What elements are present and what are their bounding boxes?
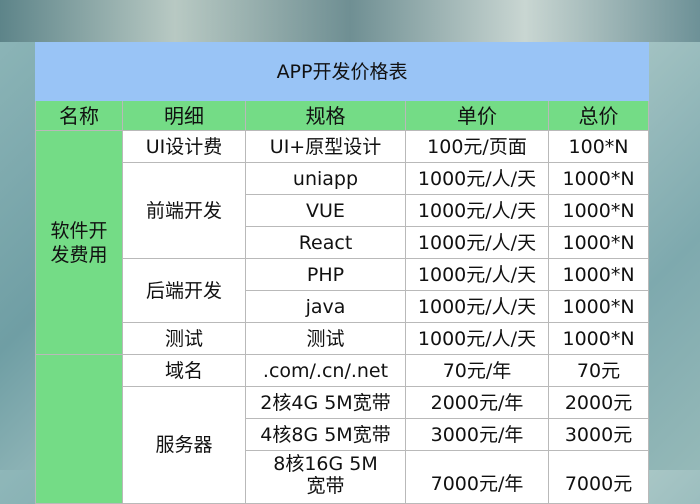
table-row: 前端开发 uniapp 1000元/人/天 1000*N — [36, 162, 650, 259]
table-row: React 1000元/人/天 1000*N — [36, 226, 650, 259]
total-cell: 70元 — [547, 354, 650, 387]
total-cell: 7000元 — [547, 450, 650, 504]
table-row: VUE 1000元/人/天 1000*N — [36, 194, 650, 227]
detail-cell: 服务器 — [122, 386, 246, 504]
table-row: 服务器 2核4G 5M宽带 2000元/年 2000元 — [36, 386, 650, 504]
spec-cell: React — [245, 226, 406, 259]
spec-cell: 8核16G 5M宽带 — [245, 450, 406, 504]
unit-cell: 1000元/人/天 — [405, 322, 549, 355]
price-table: APP开发价格表 名称 明细 规格 单价 总价 软件开发费用 UI设计费 UI+… — [34, 42, 650, 504]
header-spec: 规格 — [245, 100, 406, 131]
total-cell: 1000*N — [547, 322, 650, 355]
total-cell: 1000*N — [547, 290, 650, 323]
unit-cell: 1000元/人/天 — [405, 258, 549, 291]
header-unit-price: 单价 — [405, 100, 549, 131]
background-photo-crowd — [0, 0, 700, 42]
spec-cell: 2核4G 5M宽带 — [245, 386, 406, 419]
spec-cell: PHP — [245, 258, 406, 291]
table-row: 4核8G 5M宽带 3000元/年 3000元 — [36, 418, 650, 451]
total-cell: 1000*N — [547, 194, 650, 227]
unit-cell: 100元/页面 — [405, 130, 549, 163]
spec-cell: uniapp — [245, 162, 406, 195]
total-cell: 3000元 — [547, 418, 650, 451]
detail-cell: 域名 — [122, 354, 246, 387]
unit-cell: 3000元/年 — [405, 418, 549, 451]
spec-cell: java — [245, 290, 406, 323]
total-cell: 2000元 — [547, 386, 650, 419]
total-cell: 1000*N — [547, 258, 650, 291]
unit-cell: 1000元/人/天 — [405, 290, 549, 323]
spec-cell: VUE — [245, 194, 406, 227]
total-cell: 1000*N — [547, 162, 650, 195]
detail-cell: 测试 — [122, 322, 246, 355]
unit-cell: 1000元/人/天 — [405, 162, 549, 195]
unit-cell: 1000元/人/天 — [405, 194, 549, 227]
detail-cell: 前端开发 — [122, 162, 246, 259]
unit-cell: 2000元/年 — [405, 386, 549, 419]
header-name: 名称 — [35, 100, 123, 131]
table-row: java 1000元/人/天 1000*N — [36, 290, 650, 323]
table-title: APP开发价格表 — [34, 42, 650, 101]
detail-cell: 后端开发 — [122, 258, 246, 323]
spec-cell: UI+原型设计 — [245, 130, 406, 163]
table-row: 测试 测试 1000元/人/天 1000*N — [36, 322, 650, 355]
total-cell: 100*N — [547, 130, 650, 163]
total-cell: 1000*N — [547, 226, 650, 259]
header-total: 总价 — [547, 100, 650, 131]
unit-cell: 7000元/年 — [405, 450, 549, 504]
detail-cell: UI设计费 — [122, 130, 246, 163]
unit-cell: 1000元/人/天 — [405, 226, 549, 259]
table-row: 后端开发 PHP 1000元/人/天 1000*N — [36, 258, 650, 323]
group-software-dev: 软件开发费用 — [35, 130, 123, 355]
header-row: 名称 明细 规格 单价 总价 — [35, 100, 650, 131]
group-other-costs — [35, 354, 123, 504]
header-detail: 明细 — [122, 100, 246, 131]
table-row: 软件开发费用 UI设计费 UI+原型设计 100元/页面 100*N — [35, 130, 650, 355]
spec-cell: 4核8G 5M宽带 — [245, 418, 406, 451]
spec-cell: .com/.cn/.net — [245, 354, 406, 387]
unit-cell: 70元/年 — [405, 354, 549, 387]
table-row: 域名 .com/.cn/.net 70元/年 70元 — [35, 354, 650, 504]
spec-cell: 测试 — [245, 322, 406, 355]
